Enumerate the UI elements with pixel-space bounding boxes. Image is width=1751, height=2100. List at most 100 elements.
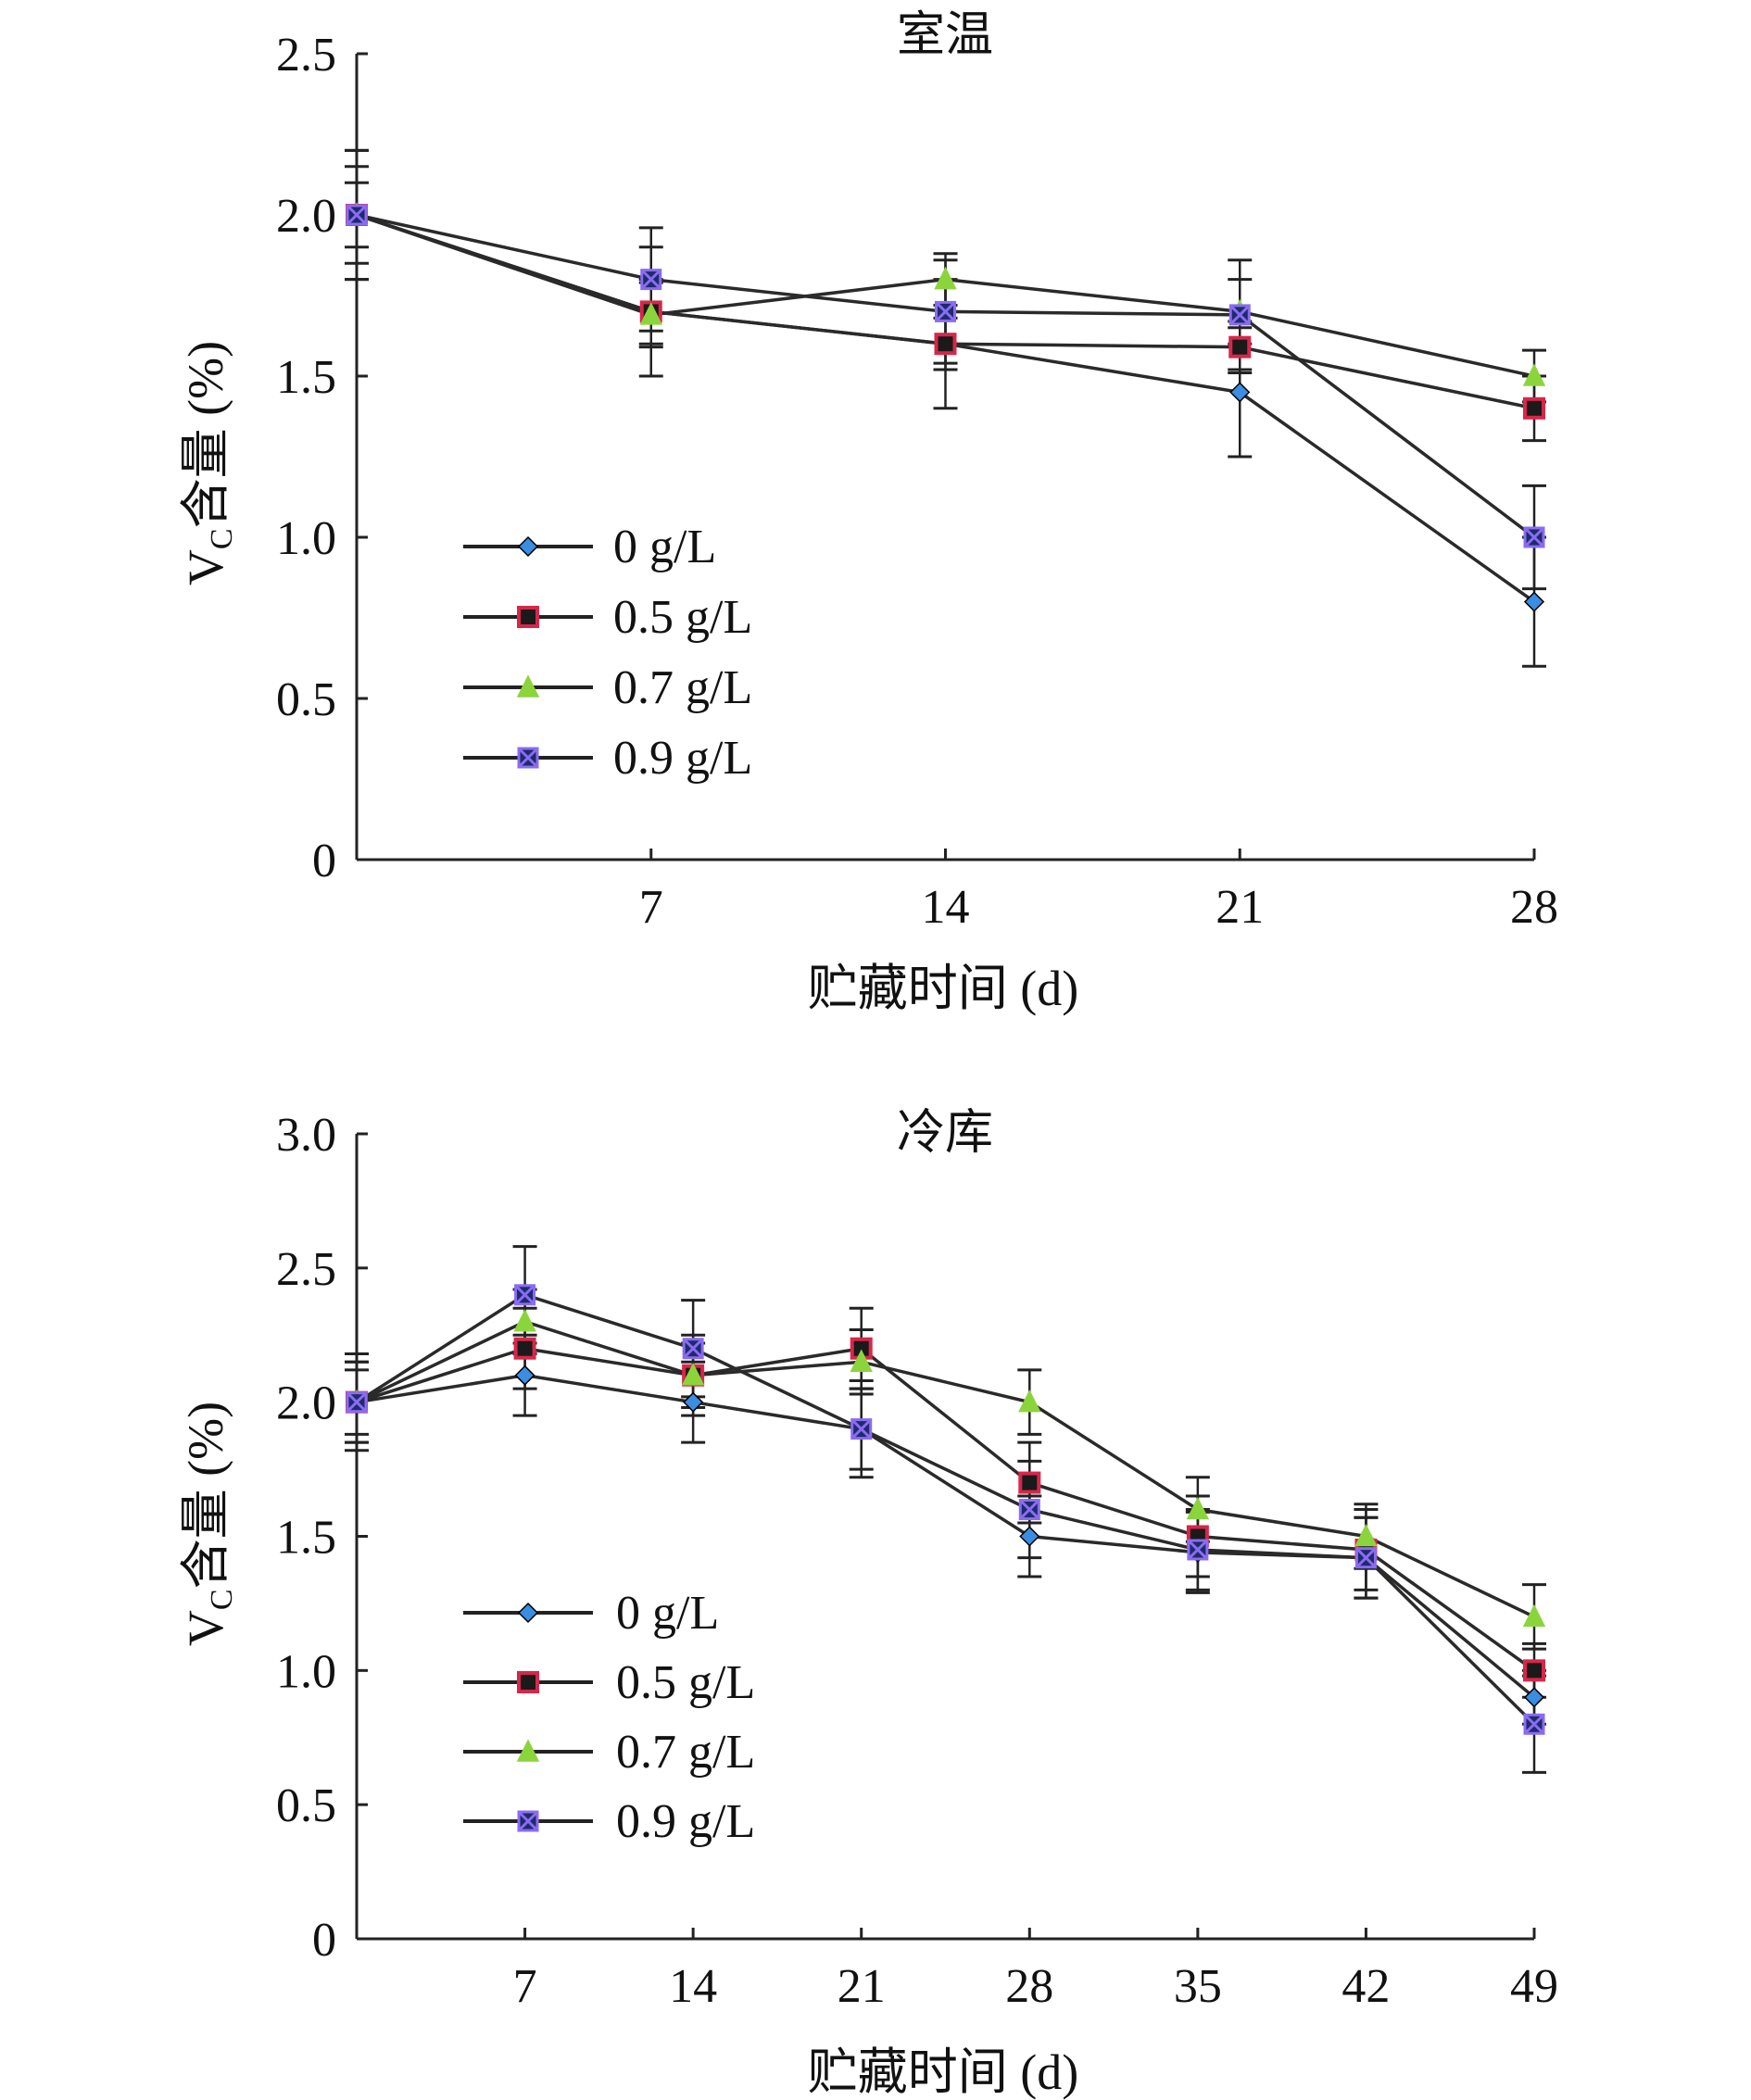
data-point [934,266,957,290]
data-point [1354,1523,1378,1547]
data-point [640,269,662,291]
x-tick-label: 42 [1342,1960,1390,2013]
legend-item: 0.7 g/L [463,661,752,714]
legend: 0 g/L 0.5 g/L 0.7 g/L 0.9 g/L [463,1587,755,1848]
data-point [346,1391,368,1414]
data-point [639,302,662,325]
legend-label: 0.9 g/L [613,732,752,785]
x-tick-label: 7 [513,1960,537,2013]
legend-marker [516,674,540,698]
data-point [1522,1603,1546,1628]
legend: 0 g/L 0.5 g/L 0.7 g/L 0.9 g/L [463,521,752,785]
y-tick-label: 1.0 [276,1645,336,1698]
y-axis-label-subscript: C [205,528,239,549]
data-point [514,1364,535,1386]
series-markers [345,202,1546,612]
legend-marker [517,1602,539,1624]
y-tick-label: 1.5 [276,351,336,404]
legend-marker [517,1671,539,1693]
x-axis-label: 贮藏时间 (d) [808,961,1078,1016]
legend-marker [517,535,539,558]
legend-label: 0.7 g/L [616,1726,755,1779]
y-tick-label: 0.5 [276,673,336,726]
data-point [1018,1471,1041,1494]
y-axis-label: VC含量 (%) [178,341,239,585]
data-point [1523,1687,1545,1708]
data-point [1522,363,1546,386]
data-point [1187,1539,1209,1561]
y-axis-label-rest: 含量 (%) [178,341,233,528]
legend-item: 0 g/L [463,521,716,573]
legend-item: 0 g/L [463,1587,719,1640]
y-tick-label: 0.5 [276,1779,336,1832]
data-point [1018,1499,1040,1521]
chart-cold-storage: 冷库 VC含量 (%) 贮藏时间 (d) 0 0.5 1.0 1.5 2.0 2.5 3.0… [178,1107,1558,2100]
y-axis-label-subscript: C [205,1589,239,1610]
x-tick-label: 49 [1510,1960,1558,2013]
legend-item: 0.5 g/L [463,1656,755,1709]
legend-marker [516,1739,540,1762]
data-point [514,1284,536,1306]
chart-title: 冷库 [897,1107,993,1160]
data-point [1354,1547,1377,1569]
legend-label: 0.5 g/L [616,1656,755,1709]
axes: 0 0.5 1.0 1.5 2.0 2.5 3.0 7 14 21 28 35 42 49 [276,1109,1558,2013]
data-point [1019,1526,1040,1547]
legend-marker [517,1810,539,1832]
data-point [1523,396,1545,420]
legend-label: 0.5 g/L [613,591,752,644]
axes: 0 0.5 1.0 1.5 2.0 2.5 7 14 21 28 [276,29,1558,934]
legend-label: 0 g/L [616,1587,719,1640]
legend-label: 0.7 g/L [613,661,752,714]
legend-item: 0.9 g/L [463,1795,755,1848]
data-point [1228,335,1252,358]
y-axis-label-main: V [178,549,233,585]
x-tick-label: 7 [639,881,663,934]
x-axis-label: 贮藏时间 (d) [808,2044,1078,2100]
data-point [1523,591,1545,612]
y-axis-label: VC含量 (%) [178,1402,239,1646]
x-tick-label: 28 [1005,1960,1053,2013]
data-point [1523,1659,1545,1682]
legend-item: 0.9 g/L [463,732,752,785]
series-line [356,1292,1536,1726]
y-tick-label: 0 [312,1914,336,1967]
y-tick-label: 2.5 [276,1243,336,1296]
chart-room-temperature: 室温 VC含量 (%) 贮藏时间 (d) 0 0.5 1.0 1.5 2.0 2.5 7 14… [178,9,1558,1016]
data-point [513,1337,536,1360]
y-tick-label: 2.0 [276,1377,336,1430]
data-point [1523,1713,1545,1735]
y-tick-label: 2.0 [276,190,336,243]
data-point [1018,1389,1041,1413]
y-tick-label: 2.5 [276,29,336,82]
y-axis-label-rest: 含量 (%) [178,1402,233,1589]
legend-marker [517,606,539,628]
x-tick-label: 14 [669,1960,717,2013]
data-point [513,1309,536,1332]
data-point [934,333,957,356]
legend-marker [517,747,539,769]
legend-item: 0.5 g/L [463,591,752,644]
data-point [1228,304,1251,326]
x-tick-label: 21 [1216,881,1264,934]
legend-label: 0 g/L [613,521,716,573]
series-line [356,1346,1536,1672]
y-tick-label: 3.0 [276,1109,336,1162]
y-axis-label-main: V [178,1610,233,1646]
data-point [850,1418,873,1440]
series-line [356,1319,1535,1618]
y-tick-label: 0 [312,835,336,887]
legend-label: 0.9 g/L [616,1795,755,1848]
x-tick-label: 28 [1510,881,1558,934]
data-point [346,204,368,226]
y-tick-label: 1.5 [276,1512,336,1565]
data-point [683,1391,704,1413]
data-point [681,1363,705,1386]
data-point [682,1338,704,1360]
x-tick-label: 21 [838,1960,886,2013]
x-tick-label: 14 [922,881,970,934]
series-markers [345,1284,1546,1735]
data-point [850,1349,873,1372]
data-point [1229,382,1251,403]
